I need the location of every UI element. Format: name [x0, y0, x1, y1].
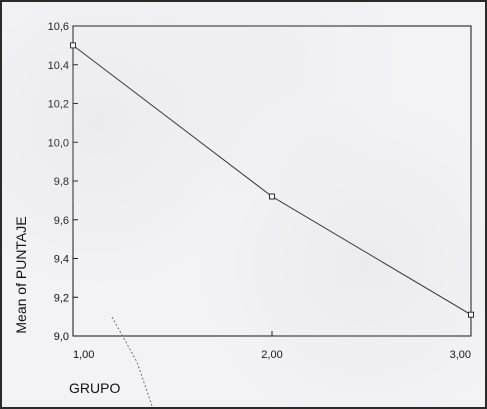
y-tick-label: 9,0: [54, 331, 69, 343]
y-tick-label: 10,4: [48, 60, 69, 72]
y-tick-label: 9,6: [54, 215, 69, 227]
series-point: [468, 311, 474, 318]
plot-frame: [72, 25, 472, 337]
x-tick-label: 2,00: [261, 349, 282, 361]
y-tick-label: 10,6: [48, 21, 69, 33]
x-tick-label: 3,00: [450, 349, 471, 361]
y-tick-label: 9,2: [54, 292, 69, 304]
series-point: [70, 42, 76, 49]
x-axis-ticks: 1,00 2,00 3,00: [72, 331, 472, 361]
series-point: [269, 193, 275, 200]
y-tick-label: 9,4: [54, 254, 69, 266]
y-tick-label: 9,8: [54, 176, 69, 188]
y-tick-label: 10,0: [48, 137, 69, 149]
scan-mark: [111, 316, 153, 407]
y-tick-label: 10,2: [48, 99, 69, 111]
y-axis-label: Mean of PUNTAJE: [13, 216, 29, 333]
plot-area: 9,0 9,2 9,4 9,6 9,8 10,0 10,2 10,4 10,6 1,00 2,00…: [48, 21, 474, 407]
series-points: [70, 42, 474, 318]
x-axis-label: GRUPO: [69, 380, 120, 396]
series-line: [72, 44, 472, 316]
x-tick-label: 1,00: [73, 349, 94, 361]
y-axis-ticks: 9,0 9,2 9,4 9,6 9,8 10,0 10,2 10,4 10,6: [48, 21, 78, 343]
